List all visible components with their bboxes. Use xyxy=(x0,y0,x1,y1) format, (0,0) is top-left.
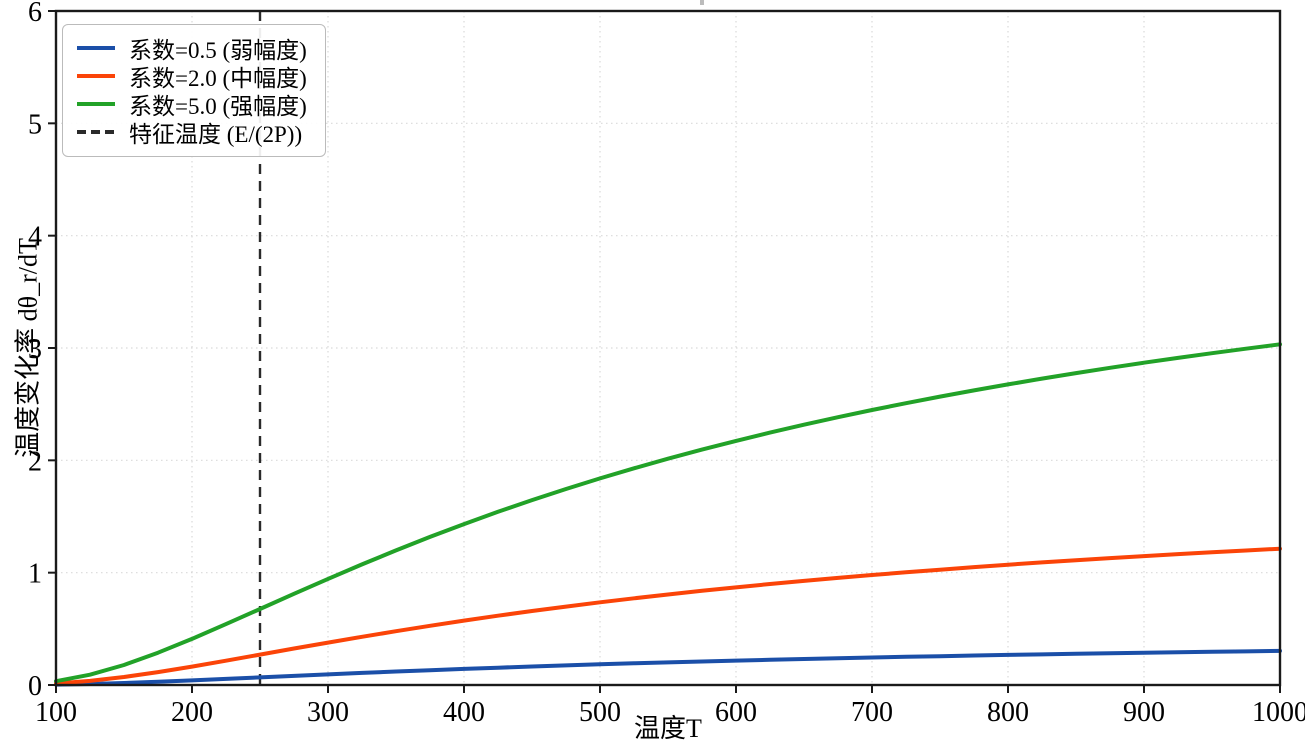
y-tick-label: 2 xyxy=(28,446,42,477)
legend-item: 系数=5.0 (强幅度) xyxy=(76,90,307,119)
x-tick-label: 200 xyxy=(171,697,213,728)
legend-label: 系数=2.0 (中幅度) xyxy=(129,66,307,91)
y-tick-label: 0 xyxy=(28,671,42,702)
y-tick-label: 6 xyxy=(28,0,42,28)
y-axis-label: 温度变化率 dθ_r/dT xyxy=(13,238,43,458)
curve-series-2 xyxy=(54,546,1282,686)
curve-series-1 xyxy=(54,648,1282,687)
legend-dashed-line-swatch xyxy=(77,130,115,134)
legend-label: 系数=0.5 (弱幅度) xyxy=(129,38,307,63)
legend-line-swatch xyxy=(77,46,115,50)
x-tick-label: 1000 xyxy=(1252,697,1305,728)
x-tick-label: 100 xyxy=(35,697,77,728)
y-tick-label: 1 xyxy=(28,559,42,590)
x-tick-label: 600 xyxy=(715,697,757,728)
x-tick-label: 700 xyxy=(851,697,893,728)
x-tick-label: 400 xyxy=(443,697,485,728)
legend-item: 特征温度 (E/(2P)) xyxy=(76,118,307,147)
legend: 系数=0.5 (弱幅度) 系数=2.0 (中幅度) 系数=5.0 (强幅度) 特征温度… xyxy=(62,24,326,157)
x-tick-label: 300 xyxy=(307,697,349,728)
legend-line-swatch xyxy=(77,74,115,78)
legend-line-swatch xyxy=(77,102,115,106)
x-tick-label: 900 xyxy=(1123,697,1165,728)
legend-label: 系数=5.0 (强幅度) xyxy=(129,94,307,119)
x-tick-label: 500 xyxy=(579,697,621,728)
legend-label: 特征温度 (E/(2P)) xyxy=(129,122,303,147)
x-axis-label: 温度T xyxy=(634,714,702,743)
curve-series-3 xyxy=(54,342,1282,684)
y-tick-label: 3 xyxy=(28,334,42,365)
y-tick-label: 4 xyxy=(28,222,42,253)
legend-item: 系数=0.5 (弱幅度) xyxy=(76,34,307,63)
x-tick-label: 800 xyxy=(987,697,1029,728)
legend-item: 系数=2.0 (中幅度) xyxy=(76,62,307,91)
y-tick-label: 5 xyxy=(28,109,42,140)
cropped-title-fragment xyxy=(700,0,704,5)
